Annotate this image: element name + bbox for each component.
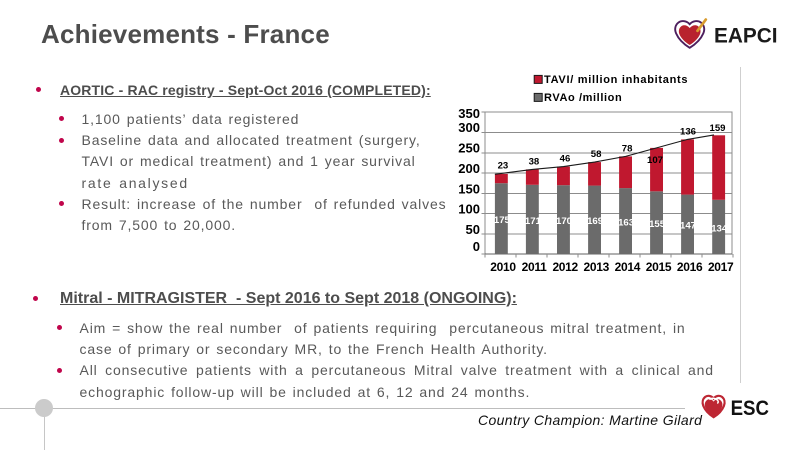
svg-text:147: 147 <box>680 221 696 232</box>
svg-text:2010: 2010 <box>490 260 516 274</box>
svg-text:ESC: ESC <box>731 397 769 420</box>
svg-text:2014: 2014 <box>615 260 641 274</box>
svg-text:100: 100 <box>458 202 480 217</box>
svg-text:TAVI/ million inhabitants: TAVI/ million inhabitants <box>544 74 688 86</box>
svg-text:171: 171 <box>525 216 542 227</box>
svg-text:155: 155 <box>649 219 666 230</box>
svg-text:58: 58 <box>591 149 602 160</box>
svg-text:2016: 2016 <box>677 260 703 274</box>
svg-text:136: 136 <box>680 126 696 137</box>
svg-text:107: 107 <box>647 155 663 166</box>
svg-text:EAPCI: EAPCI <box>714 24 778 48</box>
svg-text:46: 46 <box>560 154 571 165</box>
svg-text:134: 134 <box>711 223 728 234</box>
svg-text:163: 163 <box>618 218 634 229</box>
svg-text:200: 200 <box>458 161 480 176</box>
svg-text:2012: 2012 <box>552 260 578 274</box>
svg-text:175: 175 <box>494 215 511 226</box>
svg-text:300: 300 <box>458 120 480 135</box>
svg-text:50: 50 <box>466 222 480 237</box>
svg-text:23: 23 <box>498 160 509 171</box>
svg-text:2017: 2017 <box>708 260 734 274</box>
svg-text:78: 78 <box>622 143 633 154</box>
svg-text:RVAo /million: RVAo /million <box>544 92 622 104</box>
svg-text:150: 150 <box>458 181 480 196</box>
svg-text:159: 159 <box>709 123 725 134</box>
svg-text:350: 350 <box>458 106 480 121</box>
svg-text:0: 0 <box>473 239 480 254</box>
svg-text:170: 170 <box>556 216 572 227</box>
svg-text:2013: 2013 <box>584 260 610 274</box>
svg-text:2011: 2011 <box>522 260 547 274</box>
svg-text:250: 250 <box>458 141 480 156</box>
svg-text:2015: 2015 <box>646 260 672 274</box>
svg-text:169: 169 <box>587 216 603 227</box>
svg-text:38: 38 <box>529 156 540 167</box>
